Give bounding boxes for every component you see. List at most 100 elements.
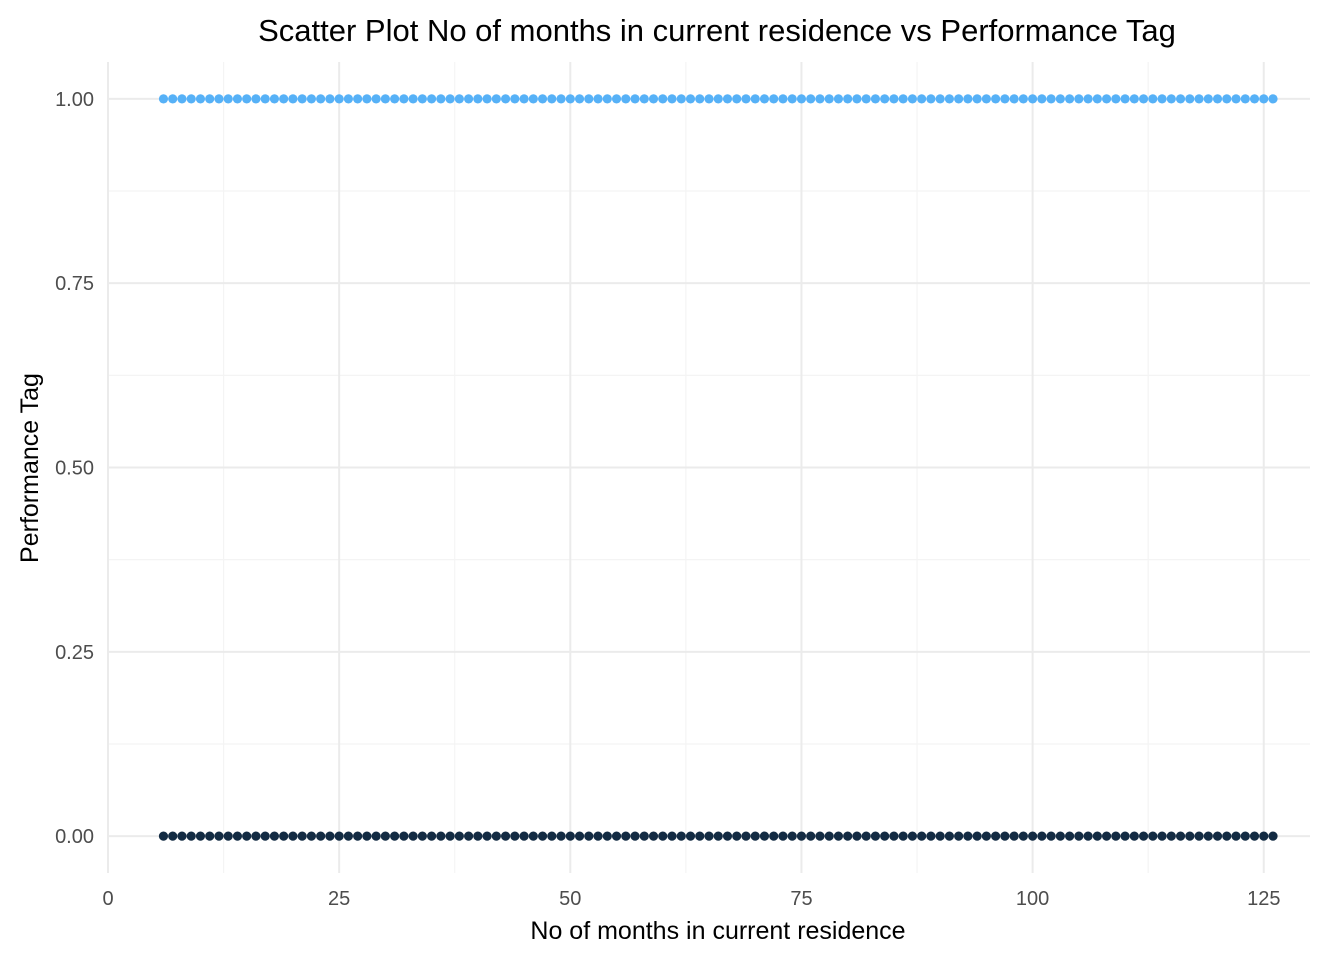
data-point (1000, 94, 1010, 104)
data-point (972, 94, 982, 104)
data-point (602, 94, 612, 104)
data-point (417, 94, 427, 104)
data-point (186, 94, 196, 104)
data-point (473, 94, 483, 104)
data-point (1259, 94, 1269, 104)
y-tick-label: 0.75 (55, 273, 94, 295)
data-point (667, 831, 677, 841)
data-point (991, 94, 1001, 104)
data-point (500, 831, 511, 841)
data-point (399, 94, 409, 104)
data-point (297, 831, 307, 841)
data-point (611, 831, 622, 841)
data-point (639, 94, 649, 104)
data-point (547, 831, 557, 841)
data-point (1249, 831, 1260, 841)
data-point (251, 94, 261, 104)
data-point (685, 94, 696, 104)
y-tick-label: 0.00 (55, 826, 94, 848)
data-point (260, 831, 270, 841)
data-point (556, 94, 566, 104)
data-point (445, 94, 455, 104)
data-point (510, 831, 520, 841)
x-axis-title: No of months in current residence (530, 917, 905, 945)
data-point (1240, 831, 1250, 841)
data-point (981, 94, 991, 104)
data-point (1157, 94, 1167, 104)
data-point (223, 831, 233, 841)
data-point (1037, 831, 1047, 841)
data-point (704, 94, 714, 104)
data-point (954, 831, 964, 841)
data-point (454, 831, 464, 841)
data-point (796, 94, 807, 104)
data-point (574, 831, 585, 841)
data-point (519, 831, 529, 841)
data-point (464, 94, 474, 104)
data-point (981, 831, 991, 841)
data-point (343, 94, 353, 104)
data-point (750, 94, 760, 104)
data-point (362, 94, 372, 104)
data-point (658, 94, 668, 104)
data-point (759, 94, 770, 104)
data-point (1212, 831, 1223, 841)
data-point (158, 831, 169, 841)
data-point (1157, 831, 1167, 841)
data-point (926, 831, 936, 841)
y-axis-title: Performance Tag (16, 373, 44, 563)
data-point (473, 831, 483, 841)
data-point (806, 831, 816, 841)
data-point (843, 94, 853, 104)
data-point (1194, 94, 1204, 104)
data-point (963, 831, 973, 841)
data-point (1203, 831, 1213, 841)
data-point (824, 831, 834, 841)
data-point (815, 94, 825, 104)
data-point (491, 831, 501, 841)
data-point (205, 831, 215, 841)
data-point (269, 831, 280, 841)
data-point (1120, 94, 1130, 104)
data-point (769, 94, 779, 104)
data-point (500, 94, 511, 104)
data-point (1175, 831, 1186, 841)
data-point (1231, 831, 1241, 841)
data-point (695, 94, 705, 104)
data-point (1101, 831, 1112, 841)
data-point (935, 94, 945, 104)
data-point (195, 94, 206, 104)
data-point (537, 831, 548, 841)
data-point (353, 94, 363, 104)
data-point (334, 831, 344, 841)
data-point (316, 94, 326, 104)
data-point (907, 831, 918, 841)
data-point (713, 94, 723, 104)
data-point (630, 94, 640, 104)
data-point (880, 831, 890, 841)
data-point (1009, 94, 1019, 104)
data-point (334, 94, 344, 104)
data-point (279, 831, 289, 841)
data-point (408, 831, 418, 841)
major-gridlines (107, 62, 1310, 873)
data-point (325, 831, 335, 841)
data-point (427, 94, 437, 104)
y-tick-label: 1.00 (55, 89, 94, 111)
data-point (1018, 94, 1028, 104)
data-point (621, 94, 631, 104)
data-point (1046, 94, 1056, 104)
data-point (991, 831, 1001, 841)
data-point (861, 831, 871, 841)
data-point (316, 831, 326, 841)
data-point (371, 831, 381, 841)
x-tick-label: 75 (790, 888, 812, 910)
data-point (1065, 94, 1075, 104)
data-point (408, 94, 418, 104)
data-point (1148, 831, 1158, 841)
data-point (242, 94, 252, 104)
data-point (1203, 94, 1213, 104)
data-point (1268, 94, 1278, 104)
data-point (186, 831, 196, 841)
data-point (436, 94, 446, 104)
